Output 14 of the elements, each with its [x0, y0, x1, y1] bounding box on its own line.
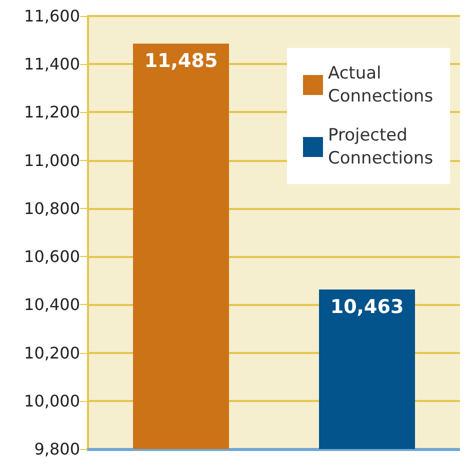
y-tick-label: 11,600 — [24, 6, 80, 26]
data-label: 10,463 — [330, 296, 404, 318]
y-tick-label: 11,400 — [24, 54, 80, 74]
y-tick-label: 10,600 — [24, 247, 80, 266]
y-tick-label: 10,400 — [24, 295, 80, 314]
legend-label: Actual Connections — [328, 64, 434, 106]
y-tick-label: 10,200 — [24, 343, 80, 362]
y-tick-label: 9,800 — [34, 440, 80, 458]
legend-label: Projected Connections — [328, 126, 434, 168]
data-label: 11,485 — [144, 50, 218, 72]
y-tick-label: 10,000 — [24, 391, 80, 410]
y-tick-label: 10,800 — [24, 198, 80, 218]
y-tick-label: 11,200 — [24, 102, 80, 122]
y-tick-label: 11,000 — [24, 150, 80, 170]
